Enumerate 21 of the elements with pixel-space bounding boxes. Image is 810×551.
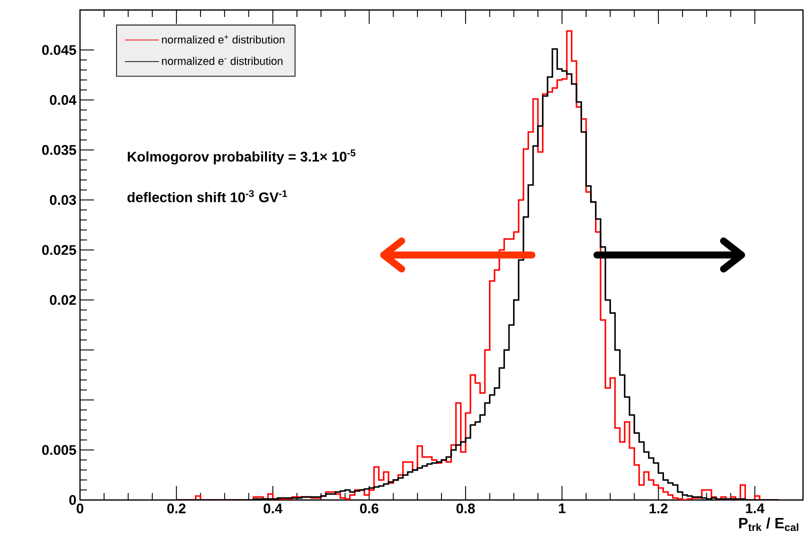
x-tick-label: 1 [559, 504, 566, 514]
annotation: deflection shift 10$^{-3}$ GV$^{-1}$ [127, 190, 288, 202]
y-tick-label: 0.045 [42, 45, 76, 55]
y-tick-label: 0.04 [50, 95, 76, 105]
y-tick-label: 0.005 [42, 445, 76, 455]
x-tick-label: 0.6 [360, 503, 378, 514]
legend-label: normalized e$^{+}$ distribution [162, 35, 284, 44]
y-tick-label: 0 [69, 495, 76, 505]
x-tick-label: 0.8 [456, 503, 475, 514]
y-tick-label: 0.03 [50, 195, 76, 205]
x-tick-label: 1.2 [650, 503, 668, 514]
x-tick-label: 1.4 [746, 504, 764, 514]
x-tick-label: 0.4 [264, 503, 282, 514]
y-tick-label: 0.035 [42, 145, 76, 155]
x-axis-title: P$_{trk}$ / E$_{cal}$ [739, 517, 798, 532]
x-tick-label: 0 [76, 503, 84, 514]
x-tick-label: 0.2 [167, 503, 186, 514]
y-tick-label: 0.02 [50, 295, 76, 305]
annotation: Kolmogorov probability = 3.1× 10$^{-5}$ [128, 150, 356, 164]
legend-label: normalized e$^{-}$ distribution [162, 56, 282, 65]
y-tick-label: 0.025 [42, 245, 76, 255]
